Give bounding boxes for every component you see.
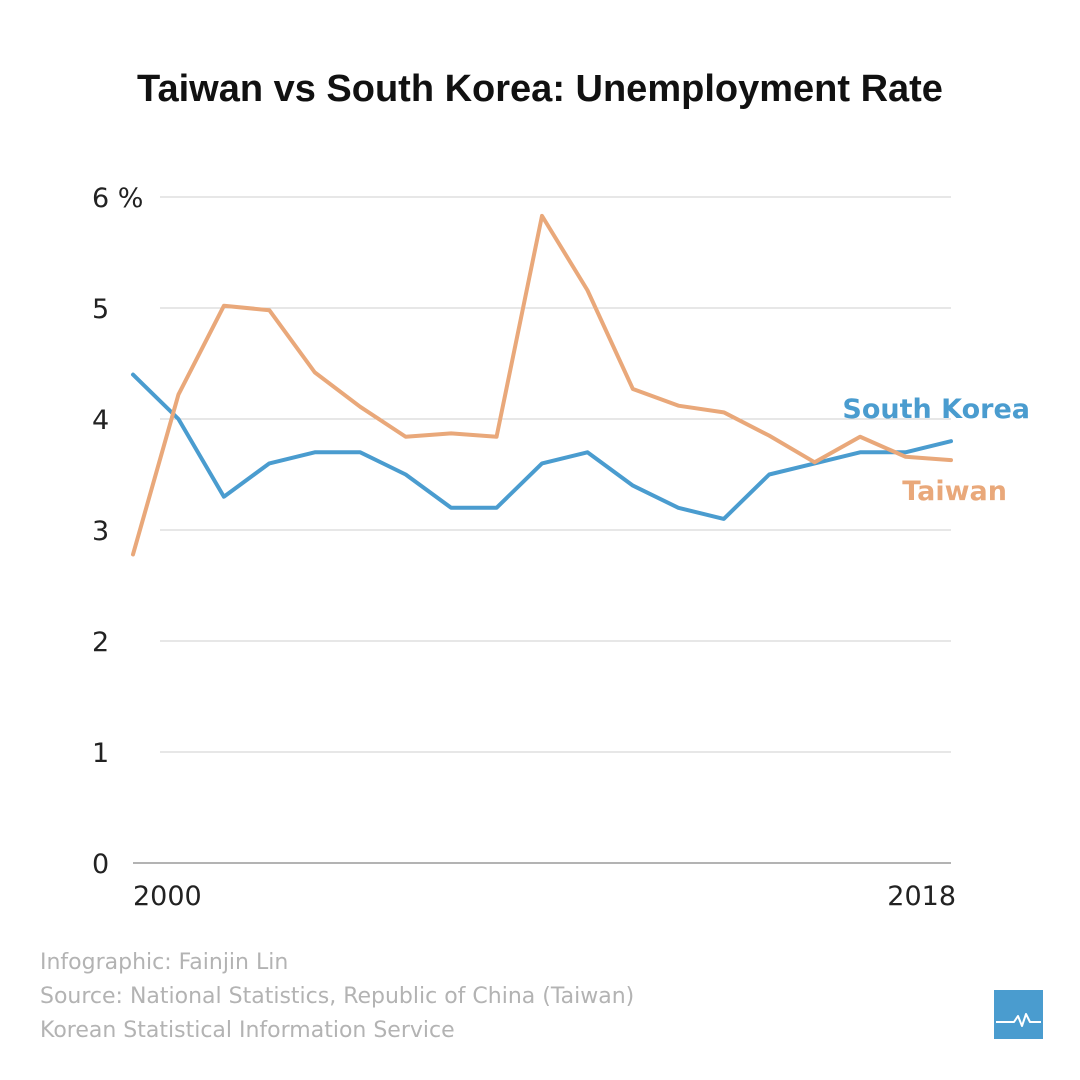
credit-source-2: Korean Statistical Information Service [40, 1018, 455, 1043]
series-line-south-korea [131, 372, 953, 521]
x-tick-label: 2000 [133, 881, 202, 912]
series-label-south-korea: South Korea [842, 394, 1030, 425]
y-tick-label: 3 [92, 516, 109, 547]
series-labels: South Korea Taiwan [842, 394, 1030, 507]
chart-title: Taiwan vs South Korea: Unemployment Rate [137, 68, 943, 110]
y-tick-label: 5 [92, 294, 109, 325]
series-label-taiwan: Taiwan [902, 476, 1007, 507]
y-tick-label: 4 [92, 405, 109, 436]
y-axis-ticks: 0 1 2 3 4 5 6 % [92, 183, 143, 880]
y-tick-label: 2 [92, 627, 109, 658]
y-tick-label: 1 [92, 738, 109, 769]
x-tick-label: 2018 [887, 881, 956, 912]
pulse-chart-icon [994, 990, 1043, 1039]
y-tick-label: 6 % [92, 183, 143, 214]
y-tick-label: 0 [92, 849, 109, 880]
series-lines [131, 213, 953, 557]
credit-infographic: Infographic: Fainjin Lin [40, 950, 289, 975]
credit-source: Source: National Statistics, Republic of… [40, 984, 635, 1009]
credits: Infographic: Fainjin Lin Source: Nationa… [40, 946, 634, 1048]
gridlines [133, 196, 951, 864]
series-line-taiwan [131, 213, 953, 557]
x-axis-ticks: 2000 2018 [133, 881, 956, 912]
